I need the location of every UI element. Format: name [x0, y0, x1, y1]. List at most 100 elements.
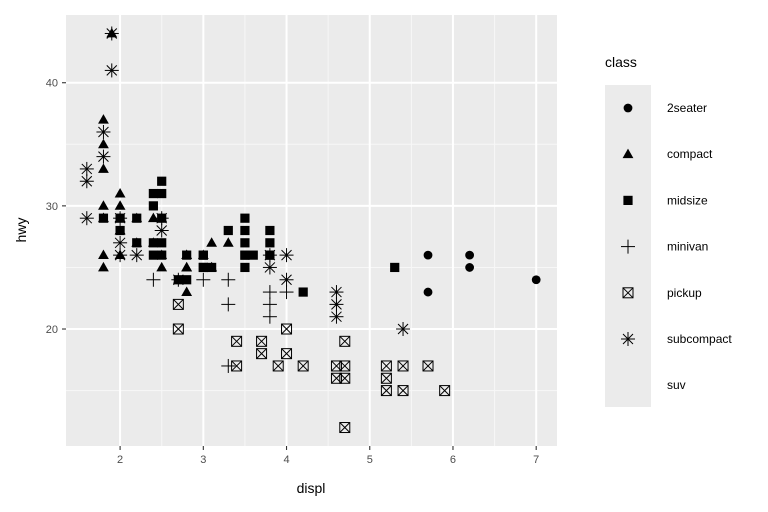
point-subcompact [154, 223, 169, 238]
legend-key-midsize [623, 195, 633, 205]
point-minivan [196, 272, 211, 287]
point-subcompact [104, 26, 119, 41]
legend-key-2seater [623, 103, 633, 113]
point-minivan [221, 297, 236, 312]
point-subcompact [113, 211, 128, 226]
point-midsize [240, 250, 250, 260]
point-midsize [132, 213, 142, 223]
point-pickup [422, 360, 434, 372]
point-pickup [380, 385, 392, 397]
point-minivan [262, 285, 277, 300]
point-compact [114, 187, 126, 198]
point-midsize [240, 262, 250, 273]
legend-title: class [605, 54, 637, 70]
point-compact [98, 249, 109, 260]
x-tick-label: 3 [200, 454, 206, 466]
point-midsize [223, 225, 233, 236]
point-pickup [339, 372, 351, 384]
point-subcompact [79, 174, 94, 189]
point-midsize [207, 262, 217, 273]
point-midsize [157, 176, 167, 186]
point-midsize [157, 238, 167, 248]
point-midsize [148, 238, 158, 248]
point-2seater [423, 287, 433, 297]
point-subcompact [396, 322, 411, 337]
x-tick-label: 7 [533, 454, 539, 466]
point-2seater [531, 275, 541, 285]
point-minivan [146, 272, 161, 287]
point-pickup [256, 348, 268, 360]
point-pickup [172, 298, 184, 310]
point-pickup [172, 323, 184, 335]
point-compact [206, 237, 218, 247]
y-axis-title: hwy [13, 218, 29, 243]
point-subcompact [129, 248, 144, 263]
point-2seater [465, 250, 475, 260]
point-subcompact [329, 285, 344, 300]
point-midsize [182, 275, 192, 285]
point-compact [98, 114, 109, 124]
axes: 2 3 4 5 6 7 20 30 40 [46, 78, 540, 466]
legend-label-minivan: minivan [667, 240, 708, 254]
legend-label-suv: suv [667, 378, 686, 392]
point-pickup [397, 360, 409, 372]
point-pickup [256, 335, 268, 347]
point-midsize [148, 201, 158, 211]
point-compact [222, 237, 234, 247]
point-subcompact [104, 63, 119, 78]
point-subcompact [96, 149, 111, 164]
point-pickup [281, 348, 293, 360]
point-minivan [279, 285, 294, 300]
legend-key-compact [622, 148, 634, 159]
point-midsize [148, 250, 158, 260]
x-axis-title: displ [297, 480, 326, 496]
point-compact [98, 163, 109, 173]
legend-label-subcompact: subcompact [667, 332, 732, 346]
legend-label-pickup: pickup [667, 286, 702, 300]
legend-label-2seater: 2seater [667, 101, 707, 115]
point-subcompact [171, 272, 186, 287]
point-compact [98, 138, 109, 149]
legend-label-midsize: midsize [667, 193, 708, 207]
point-pickup [297, 360, 309, 372]
data-points [79, 26, 541, 434]
point-midsize [298, 287, 308, 297]
legend-key-pickup [622, 287, 634, 299]
point-midsize [115, 225, 125, 236]
point-midsize [198, 250, 208, 260]
point-compact [98, 200, 109, 210]
point-pickup [397, 385, 409, 397]
point-subcompact [79, 161, 94, 176]
point-pickup [380, 360, 392, 372]
panel-background [66, 15, 557, 446]
point-midsize [198, 262, 208, 273]
point-midsize [98, 213, 109, 223]
point-midsize [265, 238, 275, 248]
x-tick-label: 2 [117, 454, 123, 466]
point-compact [114, 200, 126, 210]
y-tick-label: 30 [46, 201, 58, 213]
point-midsize [390, 262, 400, 273]
point-subcompact [329, 309, 344, 324]
point-minivan [262, 297, 277, 312]
x-tick-label: 5 [367, 454, 373, 466]
point-subcompact [262, 260, 277, 275]
point-midsize [182, 250, 192, 260]
point-midsize [157, 250, 167, 260]
point-minivan [221, 358, 236, 373]
point-midsize [240, 238, 250, 248]
point-midsize [132, 238, 142, 248]
point-subcompact [279, 272, 294, 287]
point-pickup [231, 360, 243, 372]
point-midsize [248, 250, 258, 260]
point-pickup [231, 335, 243, 347]
point-compact [98, 261, 109, 272]
point-pickup [272, 360, 284, 372]
point-midsize [240, 213, 250, 223]
point-2seater [465, 263, 475, 272]
point-pickup [380, 372, 392, 384]
point-pickup [439, 385, 451, 397]
point-compact [181, 261, 193, 272]
point-subcompact [262, 248, 277, 263]
